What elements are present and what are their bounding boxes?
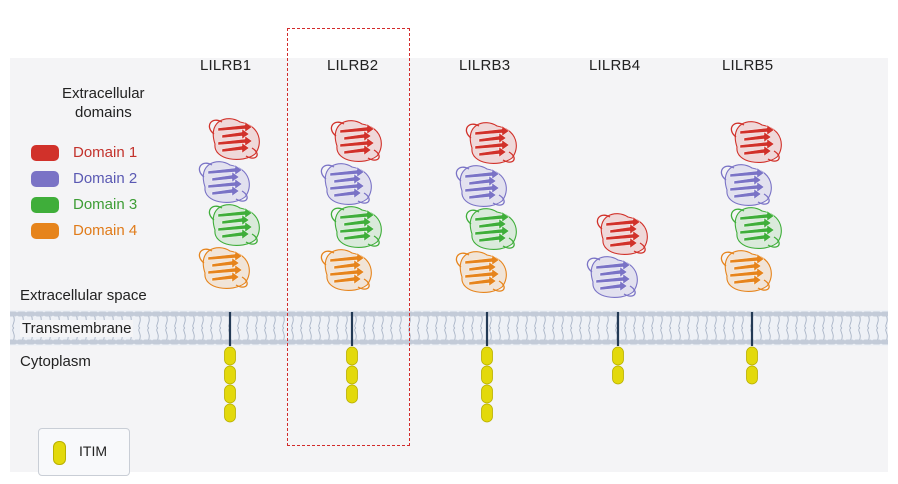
receptor-label-lilrb3: LILRB3: [459, 57, 511, 74]
receptor-lilrb1-itim-2: [224, 365, 236, 385]
receptor-lilrb5-domain-3: [730, 207, 782, 249]
legend-label-domain-1: Domain 1: [73, 144, 138, 161]
receptor-lilrb3-itim-3: [481, 384, 493, 404]
itim-legend-label: ITIM: [79, 443, 107, 459]
receptor-lilrb5: [720, 121, 782, 385]
receptor-lilrb5-domain-1: [730, 121, 782, 163]
region-label-transmembrane: Transmembrane: [20, 320, 134, 337]
receptor-lilrb4-itim-2: [612, 365, 624, 385]
receptor-lilrb2-itim-3: [346, 384, 358, 404]
receptor-lilrb1-domain-1: [208, 118, 260, 160]
receptor-lilrb4-itim-1: [612, 346, 624, 366]
receptor-lilrb2-domain-2: [320, 163, 372, 205]
receptor-lilrb3-itim-4: [481, 403, 493, 423]
receptor-lilrb1-itim-3: [224, 384, 236, 404]
receptor-lilrb1-domain-3: [208, 204, 260, 246]
receptor-lilrb4: [586, 213, 648, 385]
itim-icon: [53, 441, 66, 465]
legend-title-line2: domains: [75, 104, 132, 121]
legend-swatch-domain-4: [31, 223, 59, 239]
receptor-label-lilrb4: LILRB4: [589, 57, 641, 74]
receptor-lilrb3-domain-4: [455, 251, 507, 293]
receptor-lilrb2-domain-1: [330, 120, 382, 162]
legend-swatch-domain-3: [31, 197, 59, 213]
receptor-lilrb2: [320, 120, 382, 404]
itim-legend-box: ITIM: [38, 428, 130, 476]
receptor-lilrb3-domain-2: [455, 165, 507, 207]
receptor-lilrb1: [198, 118, 260, 423]
receptor-label-lilrb1: LILRB1: [200, 57, 252, 74]
receptor-lilrb5-domain-2: [720, 164, 772, 206]
membrane-bilayer: [10, 310, 888, 346]
receptor-lilrb3-domain-3: [465, 208, 517, 250]
receptor-lilrb2-itim-2: [346, 365, 358, 385]
receptor-lilrb1-itim-1: [224, 346, 236, 366]
receptor-lilrb4-domain-1: [596, 213, 648, 255]
receptor-label-lilrb2: LILRB2: [327, 57, 379, 74]
background-panel: [10, 58, 888, 472]
receptor-lilrb2-itim-1: [346, 346, 358, 366]
region-label-extracellular: Extracellular space: [20, 287, 147, 304]
receptor-lilrb1-domain-2: [198, 161, 250, 203]
receptor-lilrb3-itim-2: [481, 365, 493, 385]
receptor-lilrb2-domain-4: [320, 249, 372, 291]
receptor-lilrb2-domain-3: [330, 206, 382, 248]
receptor-lilrb3: [455, 122, 517, 423]
highlight-box-lilrb2: [287, 28, 410, 446]
receptor-label-lilrb5: LILRB5: [722, 57, 774, 74]
receptor-lilrb1-domain-4: [198, 247, 250, 289]
receptor-lilrb1-itim-4: [224, 403, 236, 423]
receptor-lilrb4-domain-2: [586, 256, 638, 298]
receptor-lilrb5-itim-1: [746, 346, 758, 366]
receptor-lilrb3-domain-1: [465, 122, 517, 164]
legend-label-domain-4: Domain 4: [73, 222, 138, 239]
legend-label-domain-2: Domain 2: [73, 170, 138, 187]
legend-swatch-domain-2: [31, 171, 59, 187]
legend-title-line1: Extracellular: [62, 85, 145, 102]
region-label-cytoplasm: Cytoplasm: [20, 353, 91, 370]
receptor-lilrb5-domain-4: [720, 250, 772, 292]
receptor-lilrb5-itim-2: [746, 365, 758, 385]
legend-label-domain-3: Domain 3: [73, 196, 138, 213]
legend-swatch-domain-1: [31, 145, 59, 161]
receptor-lilrb3-itim-1: [481, 346, 493, 366]
